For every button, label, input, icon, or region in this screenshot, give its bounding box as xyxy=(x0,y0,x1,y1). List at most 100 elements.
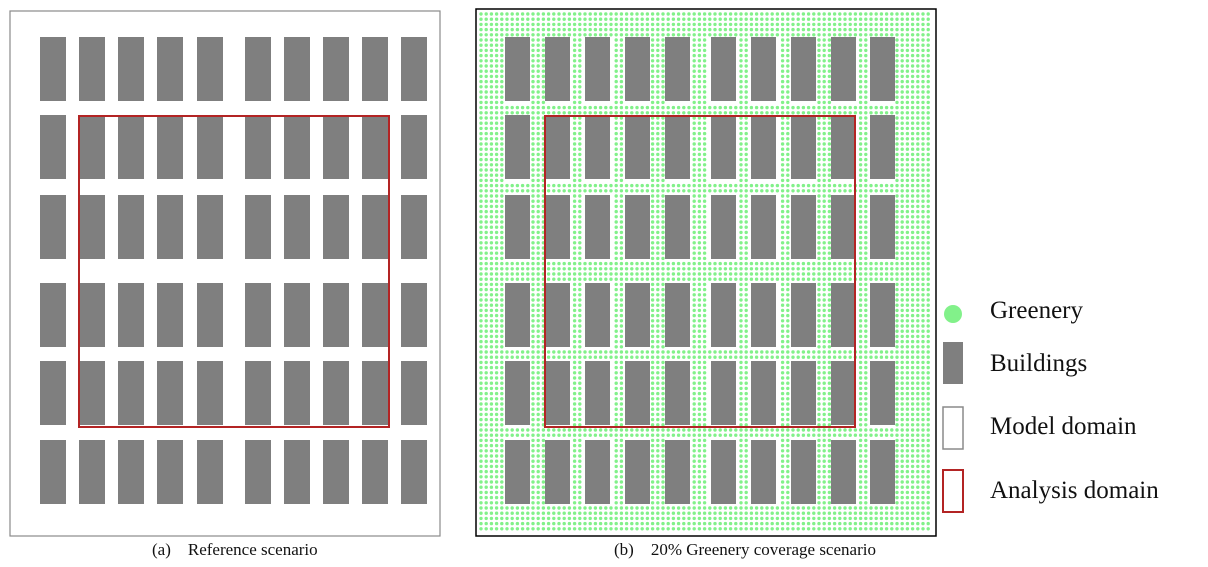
greenery-dot xyxy=(739,38,743,42)
greenery-dot xyxy=(864,329,868,333)
greenery-dot xyxy=(484,64,488,68)
greenery-dot xyxy=(614,313,618,318)
greenery-dot xyxy=(905,371,910,375)
greenery-dot xyxy=(905,246,910,250)
greenery-dot xyxy=(661,324,665,328)
greenery-dot xyxy=(874,267,878,271)
greenery-dot xyxy=(780,319,785,323)
greenery-dot xyxy=(702,412,707,417)
greenery-dot xyxy=(827,438,832,443)
greenery-dot xyxy=(869,105,873,110)
greenery-dot xyxy=(619,230,624,235)
greenery-dot xyxy=(619,126,624,131)
greenery-dot xyxy=(858,443,863,448)
greenery-dot xyxy=(869,183,873,188)
greenery-dot xyxy=(484,495,488,500)
greenery-dot xyxy=(916,157,920,162)
greenery-dot xyxy=(546,105,551,110)
greenery-dot xyxy=(858,423,863,427)
greenery-dot xyxy=(905,95,910,99)
greenery-dot xyxy=(921,121,925,125)
greenery-dot xyxy=(484,511,488,515)
greenery-dot xyxy=(661,48,665,53)
greenery-dot xyxy=(702,152,707,157)
greenery-dot xyxy=(536,256,540,261)
greenery-dot xyxy=(713,261,717,266)
greenery-dot xyxy=(484,209,488,214)
greenery-dot xyxy=(760,267,764,271)
greenery-dot xyxy=(619,339,624,344)
greenery-dot xyxy=(921,464,925,469)
greenery-dot xyxy=(864,506,868,510)
greenery-dot xyxy=(760,183,764,188)
greenery-dot xyxy=(723,433,728,437)
greenery-dot xyxy=(900,319,904,323)
greenery-dot xyxy=(765,277,769,281)
greenery-dot xyxy=(578,485,582,489)
greenery-dot xyxy=(536,464,540,469)
greenery-dot xyxy=(702,235,707,240)
greenery-dot xyxy=(744,74,748,79)
legend-label-model-domain: Model domain xyxy=(990,413,1137,440)
greenery-dot xyxy=(858,147,863,151)
greenery-dot xyxy=(614,391,618,396)
greenery-dot xyxy=(874,277,878,281)
greenery-dot xyxy=(671,17,676,21)
greenery-dot xyxy=(734,261,738,266)
greenery-dot xyxy=(531,449,535,453)
greenery-dot xyxy=(624,22,629,27)
greenery-dot xyxy=(926,178,930,183)
greenery-dot xyxy=(656,27,660,32)
greenery-dot xyxy=(650,272,655,276)
greenery-dot xyxy=(630,428,634,432)
greenery-dot xyxy=(884,277,889,281)
greenery-dot xyxy=(614,261,618,266)
greenery-dot xyxy=(572,485,577,489)
building-block xyxy=(245,440,271,504)
greenery-dot xyxy=(619,209,624,214)
greenery-dot xyxy=(697,485,702,489)
greenery-dot xyxy=(744,137,748,141)
greenery-dot xyxy=(666,350,670,354)
greenery-dot xyxy=(588,17,592,21)
greenery-dot xyxy=(895,386,899,391)
greenery-dot xyxy=(484,27,488,32)
greenery-dot xyxy=(494,116,499,120)
analysis-domain-legend-icon xyxy=(942,469,964,513)
greenery-dot xyxy=(786,350,790,354)
greenery-dot xyxy=(791,428,795,432)
greenery-dot xyxy=(900,428,904,432)
greenery-dot xyxy=(578,220,582,224)
greenery-dot xyxy=(676,22,681,27)
building-block xyxy=(831,283,856,347)
greenery-dot xyxy=(531,287,535,292)
greenery-dot xyxy=(640,350,644,354)
greenery-dot xyxy=(666,189,670,193)
greenery-dot xyxy=(494,225,499,229)
greenery-dot xyxy=(744,308,748,313)
greenery-dot xyxy=(780,298,785,302)
greenery-dot xyxy=(656,85,660,89)
model-domain-legend-icon xyxy=(942,406,964,450)
greenery-dot xyxy=(817,438,821,443)
greenery-dot xyxy=(817,251,821,255)
greenery-dot xyxy=(479,131,483,136)
greenery-dot xyxy=(526,521,530,526)
greenery-dot xyxy=(500,345,504,349)
greenery-dot xyxy=(905,100,910,105)
greenery-dot xyxy=(702,199,707,203)
greenery-dot xyxy=(489,365,494,370)
greenery-dot xyxy=(666,12,670,16)
greenery-dot xyxy=(666,272,670,276)
greenery-dot xyxy=(858,334,863,339)
greenery-dot xyxy=(546,261,551,266)
greenery-dot xyxy=(541,38,546,42)
greenery-dot xyxy=(905,17,910,21)
greenery-dot xyxy=(812,12,816,16)
greenery-dot xyxy=(796,267,800,271)
greenery-dot xyxy=(780,105,785,110)
greenery-dot xyxy=(900,365,904,370)
greenery-dot xyxy=(900,105,904,110)
greenery-dot xyxy=(895,308,899,313)
greenery-dot xyxy=(744,235,748,240)
